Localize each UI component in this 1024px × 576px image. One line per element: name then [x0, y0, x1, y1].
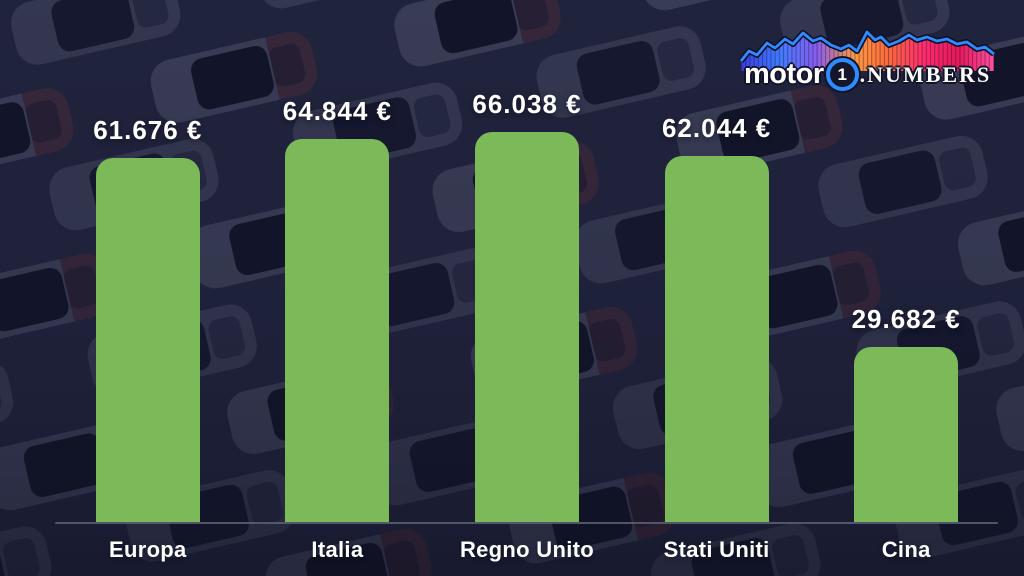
logo-wordmark: motor 1 .NUMBERS — [744, 58, 991, 91]
x-axis-category-label: Italia — [311, 537, 364, 562]
logo-mountain-chart-icon — [738, 29, 996, 71]
logo-one-badge-icon: 1 — [825, 58, 859, 91]
x-axis-category-label: Regno Unito — [459, 537, 595, 562]
bar-column: 61.676 € — [53, 62, 243, 522]
bar-value-label: 66.038 € — [472, 89, 582, 119]
x-axis-category-label: Europa — [109, 537, 187, 562]
bar-value-label: 29.682 € — [851, 304, 961, 334]
x-axis-line — [55, 522, 998, 524]
bar-column: 66.038 € — [432, 62, 622, 522]
logo-motor-text: motor — [744, 58, 824, 90]
x-axis-category-label: Stati Uniti — [663, 537, 770, 562]
x-axis-category-label: Cina — [881, 537, 931, 562]
bar-column: 62.044 € — [622, 62, 812, 522]
plot-area: 61.676 € 64.844 € 66.038 € 62.044 € 29.6… — [53, 62, 1001, 522]
bar — [95, 158, 200, 522]
bar-value-label: 62.044 € — [661, 113, 772, 143]
bar-value-label: 61.676 € — [93, 115, 203, 145]
motor1-numbers-logo: motor 1 .NUMBERS — [738, 27, 996, 91]
bar-value-label: 64.844 € — [282, 96, 392, 126]
bar — [285, 139, 390, 522]
bar-column: 29.682 € — [811, 62, 1001, 522]
logo-numbers-text: .NUMBERS — [859, 61, 992, 87]
bar — [854, 347, 959, 522]
bar — [474, 132, 579, 522]
bar-column: 64.844 € — [243, 62, 433, 522]
x-axis-labels: Europa Italia Regno Unito Stati Uniti Ci… — [53, 530, 1001, 570]
bar — [664, 156, 769, 522]
